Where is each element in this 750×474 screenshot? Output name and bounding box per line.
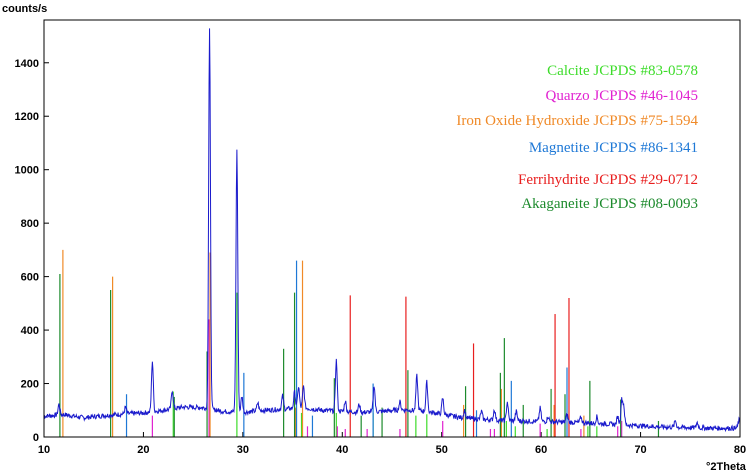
y-tick-label: 1200 [15, 111, 39, 123]
reference-lines [59, 249, 660, 437]
legend: Calcite JCPDS #83-0578 Quarzo JCPDS #46-1… [456, 63, 698, 212]
x-axis: 10 20 30 40 50 60 70 80 [38, 432, 746, 456]
legend-entry-1: Calcite JCPDS #83-0578 [547, 63, 698, 79]
y-axis-unit-label: counts/s [2, 3, 47, 15]
legend-entry-3: Iron Oxide Hydroxide JCPDS #75-1594 [456, 113, 698, 129]
legend-entry-4: Magnetite JCPDS #86-1341 [529, 140, 698, 156]
x-tick-label: 30 [237, 444, 249, 456]
y-axis: 0 200 400 600 800 1000 1200 1400 [15, 58, 49, 444]
x-tick-label: 20 [137, 444, 149, 456]
y-tick-label: 1000 [15, 165, 39, 177]
y-tick-label: 400 [21, 325, 39, 337]
legend-entry-2: Quarzo JCPDS #46-1045 [546, 88, 699, 104]
legend-entry-5: Ferrihydrite JCPDS #29-0712 [518, 172, 698, 188]
x-tick-label: 10 [38, 444, 50, 456]
plot-frame [43, 19, 741, 438]
legend-entry-6: Akaganeite JCPDS #08-0093 [521, 196, 698, 212]
x-tick-label: 60 [535, 444, 547, 456]
y-tick-label: 800 [21, 218, 39, 230]
x-tick-label: 50 [436, 444, 448, 456]
diffraction-pattern-line [43, 28, 741, 433]
y-tick-label: 0 [33, 432, 39, 444]
x-tick-label: 80 [734, 444, 746, 456]
x-tick-label: 40 [336, 444, 348, 456]
y-tick-label: 1400 [15, 58, 39, 70]
y-tick-label: 600 [21, 272, 39, 284]
y-tick-label: 200 [21, 379, 39, 391]
x-tick-label: 70 [634, 444, 646, 456]
x-axis-unit-label: °2Theta [706, 461, 747, 473]
